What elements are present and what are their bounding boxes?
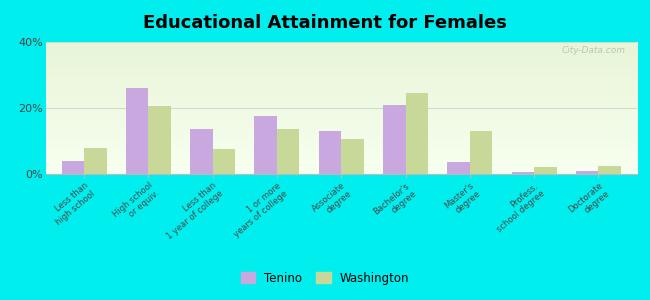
Bar xyxy=(126,88,148,174)
Bar xyxy=(512,172,534,174)
Text: City-Data.com: City-Data.com xyxy=(561,46,625,55)
Bar xyxy=(62,161,84,174)
Bar xyxy=(383,105,406,174)
Bar xyxy=(534,167,556,174)
Legend: Tenino, Washington: Tenino, Washington xyxy=(237,268,413,288)
Bar xyxy=(148,106,171,174)
Bar xyxy=(190,129,213,174)
Bar xyxy=(277,129,300,174)
Bar xyxy=(599,166,621,174)
Bar xyxy=(254,116,277,174)
Bar xyxy=(447,162,470,174)
Bar xyxy=(576,171,599,174)
Bar xyxy=(213,149,235,174)
Bar xyxy=(470,131,492,174)
Bar xyxy=(406,93,428,174)
Text: Educational Attainment for Females: Educational Attainment for Females xyxy=(143,14,507,32)
Bar xyxy=(341,139,364,174)
Bar xyxy=(318,131,341,174)
Bar xyxy=(84,148,107,174)
